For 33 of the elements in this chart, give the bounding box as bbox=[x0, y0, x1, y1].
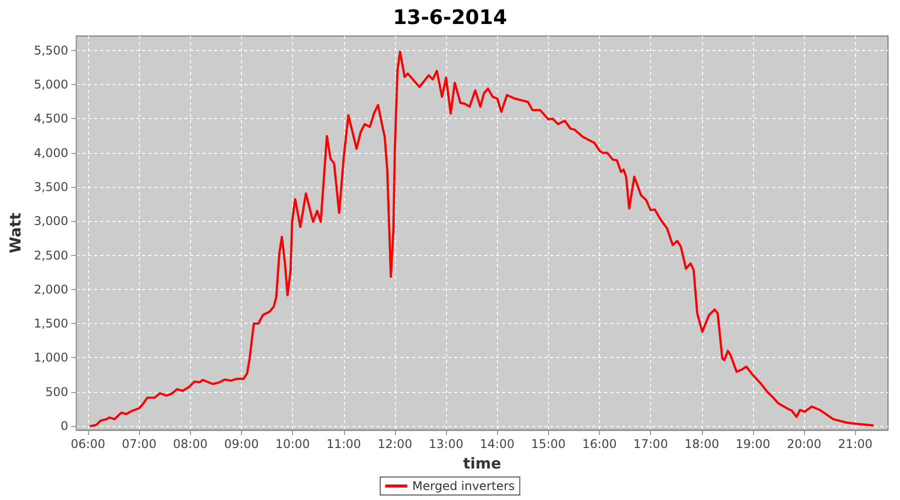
x-tick-label: 13:00 bbox=[428, 437, 464, 451]
x-tick-label: 19:00 bbox=[736, 437, 770, 451]
y-tick-label: 2,500 bbox=[34, 248, 68, 262]
y-tick-label: 3,500 bbox=[34, 180, 68, 194]
y-tick-label: 2,000 bbox=[34, 282, 68, 296]
y-tick-label: 3,000 bbox=[34, 214, 68, 228]
y-tick-label: 0 bbox=[60, 419, 68, 434]
x-tick-label: 06:00 bbox=[70, 437, 106, 451]
y-tick-label: 5,500 bbox=[34, 43, 68, 58]
x-tick-label: 07:00 bbox=[122, 437, 156, 451]
y-tick-label: 1,000 bbox=[34, 350, 68, 365]
y-tick-label: 1,500 bbox=[34, 316, 68, 331]
y-tick-label: 5,000 bbox=[34, 78, 68, 92]
x-tick-label: 21:00 bbox=[838, 437, 873, 451]
legend-label: Merged inverters bbox=[412, 479, 515, 493]
x-tick-label: 10:00 bbox=[275, 437, 310, 451]
x-tick-label: 12:00 bbox=[378, 437, 412, 451]
x-tick-label: 16:00 bbox=[582, 437, 617, 451]
x-tick-label: 11:00 bbox=[326, 437, 362, 451]
chart-title: 13-6-2014 bbox=[392, 5, 508, 29]
y-tick-label: 500 bbox=[45, 384, 68, 399]
x-tick-label: 20:00 bbox=[786, 437, 822, 451]
y-tick-label: 4,500 bbox=[34, 112, 68, 126]
line-series bbox=[89, 50, 874, 428]
x-axis-title: time bbox=[463, 454, 502, 472]
x-tick-label: 08:00 bbox=[173, 437, 208, 451]
x-tick-label: 15:00 bbox=[531, 437, 566, 451]
y-tick-label: 4,000 bbox=[34, 146, 68, 160]
x-tick-label: 09:00 bbox=[224, 437, 259, 451]
x-tick-label: 18:00 bbox=[684, 437, 720, 451]
x-tick-label: 14:00 bbox=[480, 437, 515, 451]
x-tick-label: 17:00 bbox=[633, 437, 668, 451]
y-axis-title: Watt bbox=[6, 212, 24, 254]
